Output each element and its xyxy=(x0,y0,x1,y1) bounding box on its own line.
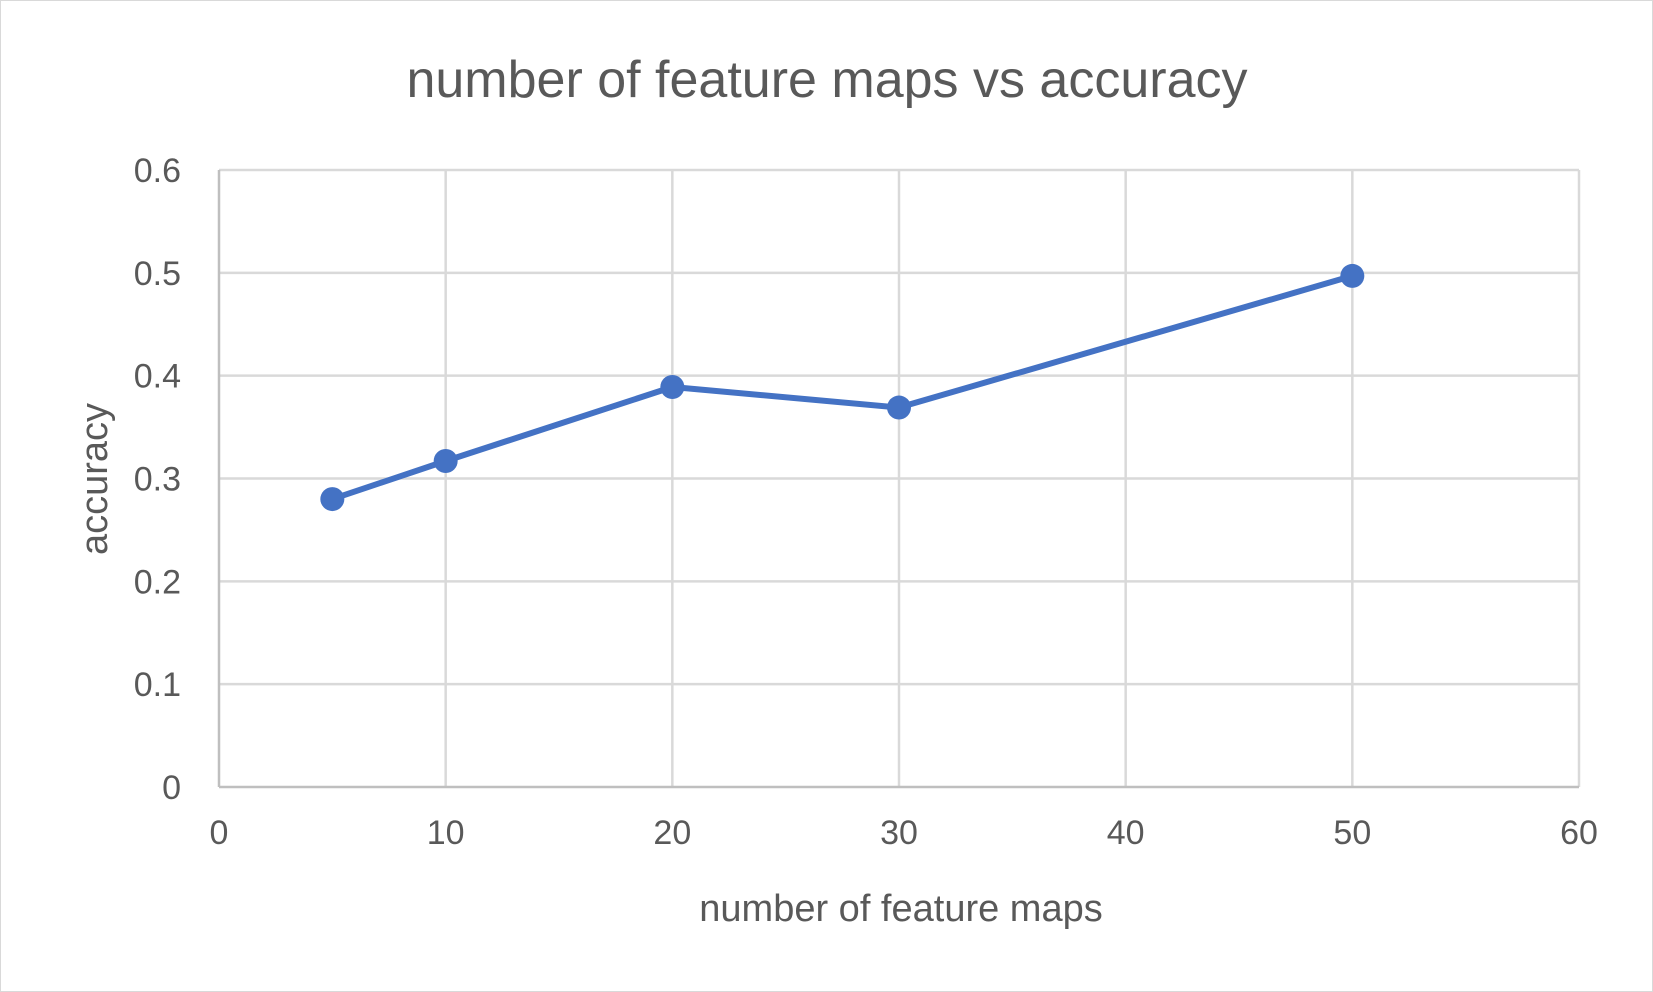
data-point xyxy=(320,487,345,512)
chart-title: number of feature maps vs accuracy xyxy=(406,51,1247,109)
x-tick-label: 20 xyxy=(653,814,691,852)
y-axis-title: accuracy xyxy=(74,403,116,555)
data-point xyxy=(660,374,685,399)
x-tick-label: 30 xyxy=(880,814,918,852)
x-tick-label: 40 xyxy=(1107,814,1145,852)
axes xyxy=(217,170,1579,789)
x-tick-label: 0 xyxy=(210,814,229,852)
x-tick-label: 10 xyxy=(427,814,465,852)
data-point xyxy=(433,449,458,474)
y-tick-label: 0.3 xyxy=(134,461,181,499)
x-tick-label: 50 xyxy=(1333,814,1371,852)
y-tick-label: 0.5 xyxy=(134,255,181,293)
series-line xyxy=(329,272,1356,503)
y-tick-label: 0.6 xyxy=(134,152,181,190)
y-tick-label: 0.4 xyxy=(134,358,181,396)
x-tick-label: 60 xyxy=(1560,814,1598,852)
tick-labels: 0 0.1 0.2 0.3 0.4 0.5 0.6 0 10 20 30 40 50 60 xyxy=(134,152,1598,852)
data-point xyxy=(1340,263,1365,288)
y-tick-label: 0.1 xyxy=(134,666,181,704)
series xyxy=(320,263,1365,512)
x-axis-title: number of feature maps xyxy=(699,888,1102,930)
data-point xyxy=(887,395,911,420)
y-tick-label: 0 xyxy=(162,769,181,807)
gridlines xyxy=(219,168,1581,787)
y-tick-label: 0.2 xyxy=(134,563,181,601)
